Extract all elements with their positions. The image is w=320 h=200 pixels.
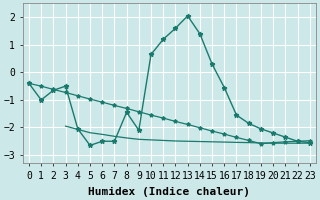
X-axis label: Humidex (Indice chaleur): Humidex (Indice chaleur) <box>88 186 250 197</box>
